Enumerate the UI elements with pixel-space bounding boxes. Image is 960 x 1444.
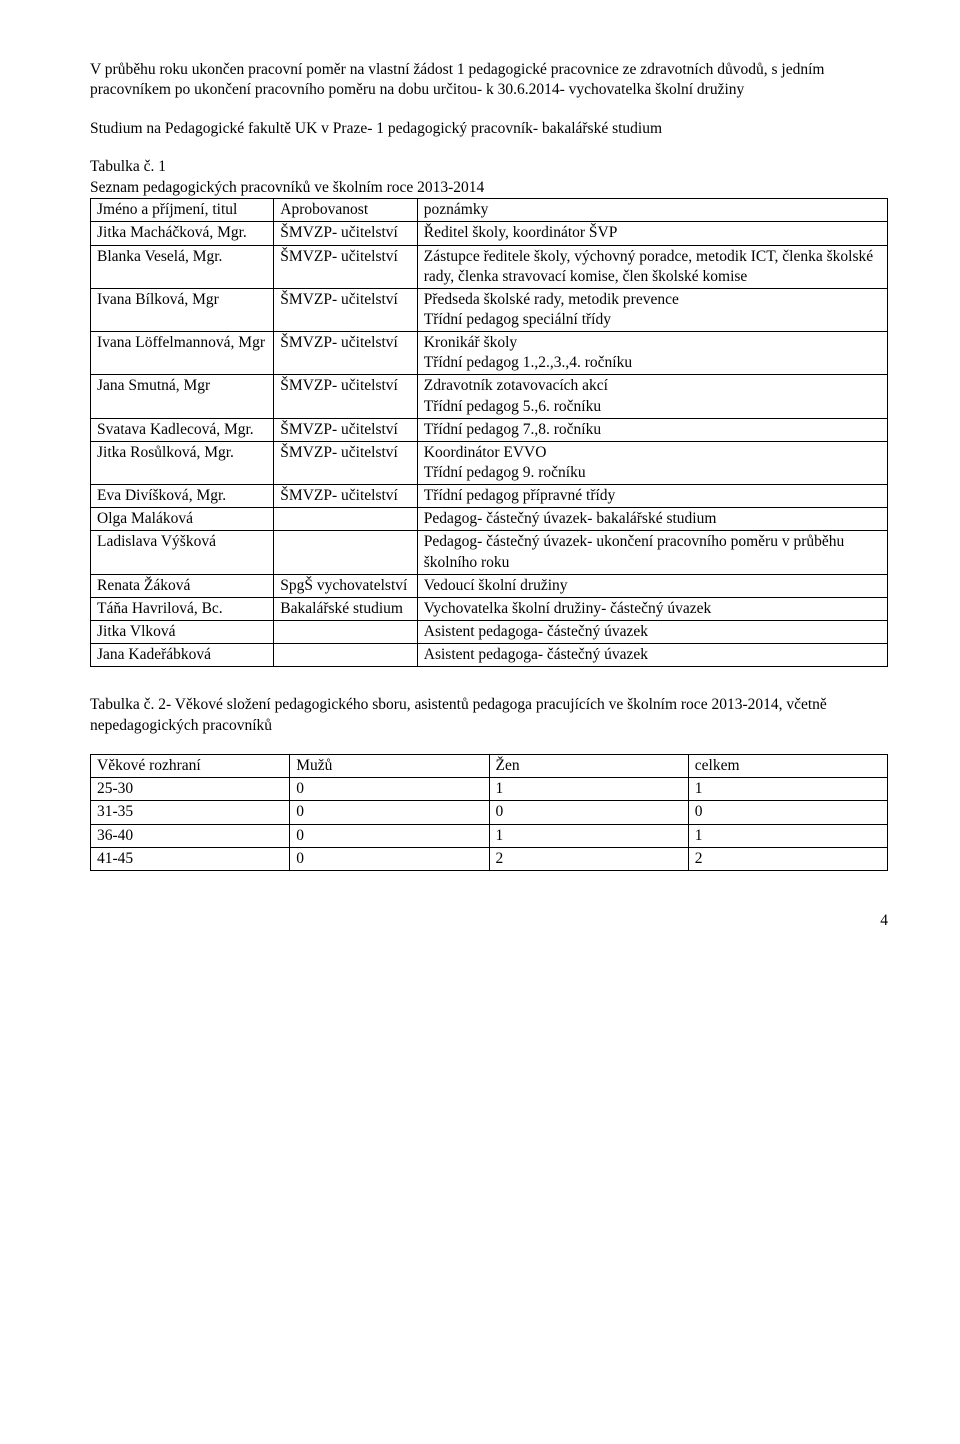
intro-paragraph-2: Studium na Pedagogické fakultě UK v Praz… [90, 119, 888, 139]
table-cell: 31-35 [91, 801, 290, 824]
table-cell: Pedagog- částečný úvazek- bakalářské stu… [417, 508, 887, 531]
table-row: Svatava Kadlecová, Mgr. ŠMVZP- učitelstv… [91, 418, 888, 441]
table-cell: ŠMVZP- učitelství [274, 222, 417, 245]
table-cell: Blanka Veselá, Mgr. [91, 245, 274, 288]
table-cell: 0 [688, 801, 887, 824]
table-header-cell: Žen [489, 755, 688, 778]
table-cell: Svatava Kadlecová, Mgr. [91, 418, 274, 441]
table-cell: Jitka Vlková [91, 620, 274, 643]
table1-caption-line2: Seznam pedagogických pracovníků ve školn… [90, 178, 888, 198]
table-header-cell: celkem [688, 755, 887, 778]
table-cell: Bakalářské studium [274, 597, 417, 620]
table-cell: ŠMVZP- učitelství [274, 288, 417, 331]
table-cell: Ladislava Výšková [91, 531, 274, 574]
table-row: Ladislava Výšková Pedagog- částečný úvaz… [91, 531, 888, 574]
table-cell: Zástupce ředitele školy, výchovný poradc… [417, 245, 887, 288]
table-cell: Jana Smutná, Mgr [91, 375, 274, 418]
table-cell: Pedagog- částečný úvazek- ukončení praco… [417, 531, 887, 574]
table-row: Blanka Veselá, Mgr. ŠMVZP- učitelství Zá… [91, 245, 888, 288]
table-cell: 1 [688, 778, 887, 801]
table-cell: 1 [688, 824, 887, 847]
table-cell [274, 620, 417, 643]
table-row: Olga Maláková Pedagog- částečný úvazek- … [91, 508, 888, 531]
table-cell: Táňa Havrilová, Bc. [91, 597, 274, 620]
table-row: Eva Divíšková, Mgr. ŠMVZP- učitelství Tř… [91, 485, 888, 508]
table-row: Jitka Vlková Asistent pedagoga- částečný… [91, 620, 888, 643]
table-cell: Eva Divíšková, Mgr. [91, 485, 274, 508]
table-cell: 0 [290, 778, 489, 801]
age-table: Věkové rozhraní Mužů Žen celkem 25-30 0 … [90, 754, 888, 871]
table-cell: Třídní pedagog přípravné třídy [417, 485, 887, 508]
table-row: Jana Kadeřábková Asistent pedagoga- část… [91, 644, 888, 667]
table-cell: 1 [489, 824, 688, 847]
table-header-cell: poznámky [417, 199, 887, 222]
table-cell: Vedoucí školní družiny [417, 574, 887, 597]
table2-caption: Tabulka č. 2- Věkové složení pedagogické… [90, 695, 888, 736]
table-cell: Vychovatelka školní družiny- částečný úv… [417, 597, 887, 620]
table-cell: Ivana Löffelmannová, Mgr [91, 332, 274, 375]
table-row: 25-30 0 1 1 [91, 778, 888, 801]
table-cell: 0 [290, 847, 489, 870]
table-cell: Jitka Rosůlková, Mgr. [91, 441, 274, 484]
table-cell: Ivana Bílková, Mgr [91, 288, 274, 331]
table-cell: Jana Kadeřábková [91, 644, 274, 667]
table-cell: ŠMVZP- učitelství [274, 418, 417, 441]
table-cell: Kronikář školyTřídní pedagog 1.,2.,3.,4.… [417, 332, 887, 375]
table-row: 31-35 0 0 0 [91, 801, 888, 824]
table-cell: ŠMVZP- učitelství [274, 485, 417, 508]
table-cell: Asistent pedagoga- částečný úvazek [417, 620, 887, 643]
table-cell: Koordinátor EVVOTřídní pedagog 9. ročník… [417, 441, 887, 484]
page-number: 4 [90, 911, 888, 931]
table-row: Jitka Macháčková, Mgr. ŠMVZP- učitelství… [91, 222, 888, 245]
table-cell: 25-30 [91, 778, 290, 801]
table-cell: Ředitel školy, koordinátor ŠVP [417, 222, 887, 245]
table-header-cell: Mužů [290, 755, 489, 778]
table-cell: SpgŠ vychovatelství [274, 574, 417, 597]
table-row: Táňa Havrilová, Bc. Bakalářské studium V… [91, 597, 888, 620]
table-cell: 1 [489, 778, 688, 801]
table-cell [274, 531, 417, 574]
table-row: Jana Smutná, Mgr ŠMVZP- učitelství Zdrav… [91, 375, 888, 418]
table-cell: Zdravotník zotavovacích akcíTřídní pedag… [417, 375, 887, 418]
table-cell: 0 [489, 801, 688, 824]
staff-table: Jméno a příjmení, titul Aprobovanost poz… [90, 198, 888, 667]
table-row: Ivana Bílková, Mgr ŠMVZP- učitelství Pře… [91, 288, 888, 331]
table-header-cell: Jméno a příjmení, titul [91, 199, 274, 222]
table-cell: Olga Maláková [91, 508, 274, 531]
table-header-row: Věkové rozhraní Mužů Žen celkem [91, 755, 888, 778]
intro-paragraph-1: V průběhu roku ukončen pracovní poměr na… [90, 60, 888, 101]
table-cell [274, 644, 417, 667]
table-cell: ŠMVZP- učitelství [274, 441, 417, 484]
table-cell: Předseda školské rady, metodik prevenceT… [417, 288, 887, 331]
table-cell: 2 [489, 847, 688, 870]
table1-caption-line1: Tabulka č. 1 [90, 157, 888, 177]
table-header-cell: Věkové rozhraní [91, 755, 290, 778]
table-row: 41-45 0 2 2 [91, 847, 888, 870]
table-cell: ŠMVZP- učitelství [274, 332, 417, 375]
table-cell: Asistent pedagoga- částečný úvazek [417, 644, 887, 667]
table-cell: 2 [688, 847, 887, 870]
table-row: Jitka Rosůlková, Mgr. ŠMVZP- učitelství … [91, 441, 888, 484]
table-row: Renata Žáková SpgŠ vychovatelství Vedouc… [91, 574, 888, 597]
table-header-cell: Aprobovanost [274, 199, 417, 222]
table-cell: 36-40 [91, 824, 290, 847]
table-cell: 41-45 [91, 847, 290, 870]
table-cell: Třídní pedagog 7.,8. ročníku [417, 418, 887, 441]
table-cell: 0 [290, 824, 489, 847]
table-cell: ŠMVZP- učitelství [274, 245, 417, 288]
table-cell: Jitka Macháčková, Mgr. [91, 222, 274, 245]
table-cell [274, 508, 417, 531]
table-cell: Renata Žáková [91, 574, 274, 597]
table-row: Ivana Löffelmannová, Mgr ŠMVZP- učitelst… [91, 332, 888, 375]
table-header-row: Jméno a příjmení, titul Aprobovanost poz… [91, 199, 888, 222]
table-row: 36-40 0 1 1 [91, 824, 888, 847]
table-cell: 0 [290, 801, 489, 824]
table-cell: ŠMVZP- učitelství [274, 375, 417, 418]
